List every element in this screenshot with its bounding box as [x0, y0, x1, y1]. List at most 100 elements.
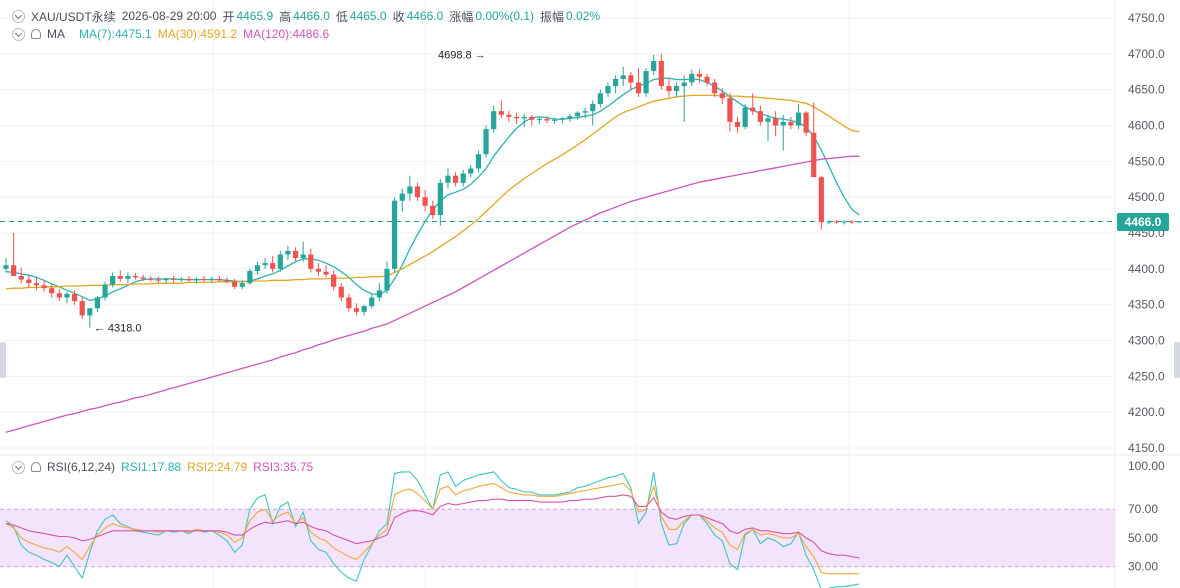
collapse-chevron-icon[interactable] [12, 9, 25, 23]
high-label: 高 [279, 9, 292, 24]
candle-body [148, 278, 154, 280]
candle-body [635, 82, 642, 94]
close-label: 收 [392, 9, 405, 24]
candle-body [79, 301, 85, 316]
candle-body [292, 250, 299, 259]
candle-body [155, 279, 161, 281]
candle-body [460, 173, 466, 183]
candle-body [536, 119, 542, 121]
candle-body [628, 75, 634, 83]
candle-body [254, 265, 261, 271]
open-value: 4465.9 [236, 9, 274, 23]
ma-alert-bell-icon[interactable] [31, 29, 41, 39]
candle-body [841, 221, 847, 223]
ma-line-MA(120) [5, 155, 860, 433]
rsi2-value: RSI2:24.79 [187, 460, 248, 474]
candle-body [757, 111, 763, 122]
candle-body [315, 268, 322, 272]
right-scroll-handle[interactable] [1174, 342, 1180, 378]
candle-body [613, 78, 619, 87]
candle-body [323, 271, 329, 275]
candle-body [529, 116, 535, 120]
candle-body [178, 278, 184, 280]
candle-body [430, 205, 436, 216]
candle-body [643, 71, 649, 94]
price-tick-label: 4350.0 [1128, 298, 1165, 312]
rsi1-value: RSI1:17.88 [121, 460, 182, 474]
change-value: 0.00%(0.1) [475, 9, 535, 23]
price-tick-label: 4400.0 [1128, 262, 1165, 276]
price-tick-label: 4150.0 [1128, 441, 1165, 455]
candle-body [651, 61, 657, 72]
candle-body [262, 263, 268, 266]
candle-body [544, 119, 550, 121]
candle-body [780, 121, 786, 126]
candle-body [590, 104, 596, 112]
candle-body [506, 114, 512, 117]
rsi-tick-label: 100.00 [1128, 459, 1165, 473]
candle-body [582, 111, 588, 113]
open-label: 开 [222, 9, 235, 24]
rsi-collapse-chevron-icon[interactable] [12, 460, 25, 474]
candle-body [468, 168, 474, 174]
candle-body [117, 276, 123, 279]
price-tick-label: 4750.0 [1128, 11, 1165, 25]
rsi-alert-bell-icon[interactable] [31, 462, 41, 472]
candle-body [270, 263, 276, 269]
left-scroll-handle[interactable] [0, 342, 6, 378]
candles-group [3, 53, 863, 328]
candle-body [87, 308, 93, 316]
candle-body [132, 276, 139, 278]
candle-body [597, 93, 603, 104]
candle-body [818, 177, 824, 223]
candle-body [56, 293, 62, 298]
candle-body [833, 221, 840, 223]
rsi-label: RSI(6,12,24) [47, 460, 116, 474]
candle-body [788, 121, 794, 126]
candle-body [574, 112, 581, 117]
price-tick-label: 4600.0 [1128, 119, 1165, 133]
symbol-label: XAU/USDT永续 [31, 9, 116, 24]
last-price-badge: 4466.0 [1117, 213, 1169, 231]
candle-body [338, 286, 344, 298]
rsi-overbought-band [0, 509, 1115, 567]
candle-body [605, 86, 611, 94]
amplitude-label: 振幅 [540, 9, 565, 24]
candle-body [193, 278, 200, 281]
ma-collapse-chevron-icon[interactable] [12, 27, 25, 41]
candle-body [3, 265, 9, 269]
candle-body [369, 297, 375, 307]
ma120-value: MA(120):4486.6 [243, 27, 330, 41]
candle-body [704, 76, 710, 83]
candle-body [186, 278, 192, 281]
ma-label: MA [47, 27, 65, 41]
candle-body [224, 280, 230, 282]
rsi3-value: RSI3:35.75 [253, 460, 314, 474]
price-tick-label: 4200.0 [1128, 405, 1165, 419]
candle-body [384, 268, 390, 291]
candle-body [102, 284, 108, 298]
price-tick-label: 4500.0 [1128, 190, 1165, 204]
candle-body [422, 197, 428, 206]
candle-body [681, 82, 687, 87]
rsi-legend: RSI(6,12,24) RSI1:17.88 RSI2:24.79 RSI3:… [12, 458, 319, 476]
candle-body [475, 154, 482, 169]
candle-body [734, 121, 741, 127]
rsi-tick-label: 70.00 [1128, 502, 1158, 516]
candle-body [437, 182, 443, 216]
candle-body [803, 112, 809, 133]
candle-body [49, 288, 55, 294]
ma-line-MA(30) [5, 94, 860, 290]
candle-body [209, 278, 215, 280]
candle-body [392, 200, 398, 269]
candle-body [742, 107, 748, 127]
candle-body [110, 276, 116, 285]
candle-body [361, 306, 367, 312]
low-label: 低 [335, 9, 348, 24]
candle-body [125, 276, 131, 279]
candle-body [712, 82, 718, 94]
candle-body [94, 297, 101, 309]
ma30-value: MA(30):4591.2 [157, 27, 238, 41]
